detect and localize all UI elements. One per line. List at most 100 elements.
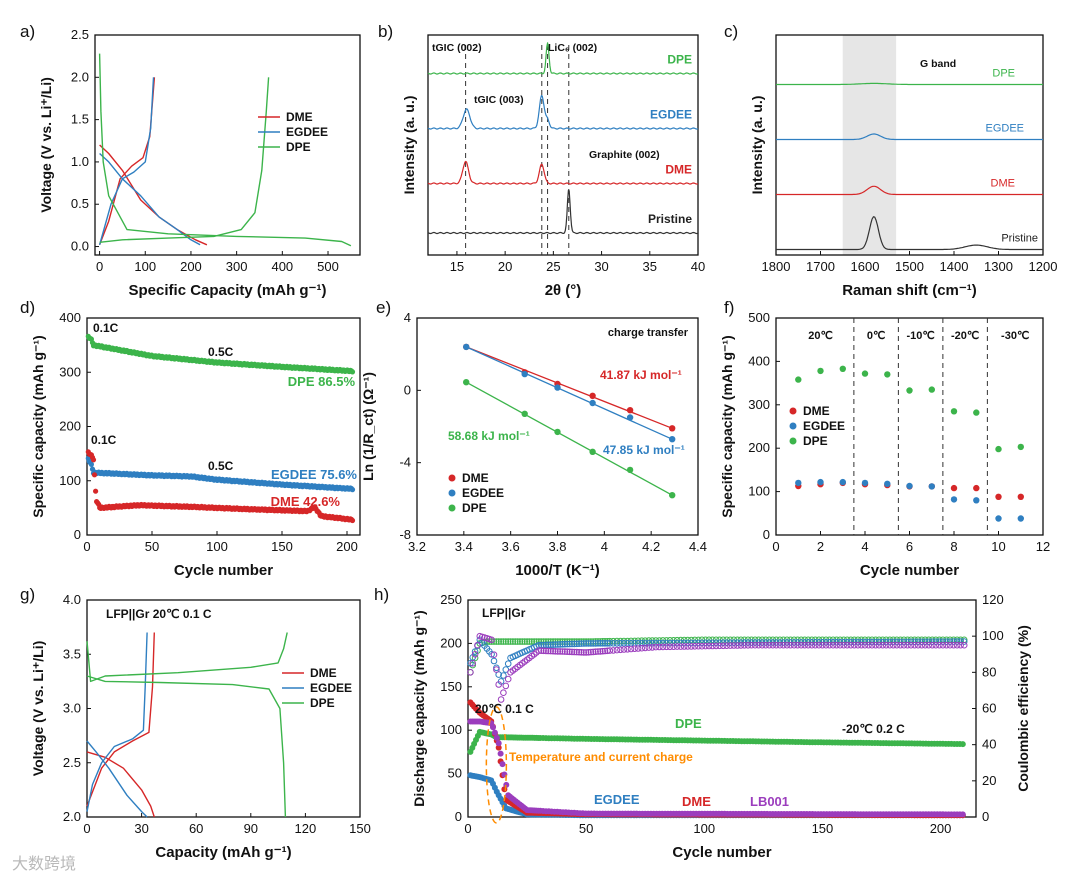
panel-g: 0 30 60 90 120 150 2.0 2.5 3.0 3.5 4.0 Capacity (mA… — [20, 585, 371, 861]
efficiency-point-LB001 — [638, 644, 646, 652]
series-label: EGDEE — [985, 123, 1024, 135]
efficiency-point-LB001 — [730, 642, 738, 649]
voltage-curve-DPE — [86, 632, 288, 683]
x-tick-label: 400 — [271, 259, 293, 274]
efficiency-point-DPE — [521, 638, 529, 645]
panel-a: 0 100 200 300 400 500 0.0 0.5 1.0 1.5 2.0 2.5 Specif… — [20, 22, 361, 299]
efficiency-point-LB001 — [737, 642, 745, 649]
x-tick-label: 500 — [317, 259, 339, 274]
efficiency-point-LB001 — [709, 642, 716, 650]
legend-marker — [448, 504, 456, 512]
x-tick-label: 200 — [180, 259, 202, 274]
efficiency-point-LB001 — [563, 648, 571, 656]
x-tick-label: 3.4 — [455, 539, 473, 554]
rate-annotation: 0.1C — [93, 321, 119, 335]
efficiency-point-DPE — [471, 654, 479, 662]
panel-label: e) — [376, 298, 391, 317]
data-point-EGDEE — [669, 436, 676, 443]
efficiency-point-LB001 — [797, 641, 805, 649]
efficiency-point-EGDEE — [890, 638, 897, 646]
peak-annotation: tGIC (003) — [474, 94, 524, 106]
y-tick-label: 3.0 — [63, 701, 81, 716]
efficiency-point-LB001 — [641, 644, 649, 652]
x-tick-label: 0 — [83, 539, 90, 554]
x-axis-label: 1000/T (K⁻¹) — [515, 562, 600, 579]
efficiency-point-LB001 — [900, 641, 908, 649]
efficiency-point-LB001 — [776, 641, 784, 649]
capacity-point-LB001 — [495, 740, 502, 747]
x-axis-label: 2θ (°) — [545, 282, 582, 299]
efficiency-point-EGDEE — [680, 639, 688, 647]
fit-line-EGDEE — [465, 346, 673, 440]
efficiency-point-LB001 — [932, 641, 940, 649]
efficiency-point-LB001 — [734, 642, 741, 649]
y-tick-label: 2.0 — [63, 809, 81, 824]
x-tick-label: 0 — [772, 539, 779, 554]
y-right-tick-label: 60 — [982, 701, 996, 716]
capacity-point-DPE — [1017, 443, 1024, 451]
efficiency-point-DPE — [514, 638, 521, 645]
voltage-curve-DME — [86, 632, 155, 807]
band-label: G band — [920, 58, 956, 70]
efficiency-point-LB001 — [801, 641, 809, 649]
efficiency-point-EGDEE — [556, 641, 564, 648]
efficiency-point-LB001 — [854, 641, 862, 649]
efficiency-point-DPE — [516, 638, 524, 645]
legend-marker — [789, 407, 797, 415]
efficiency-point-LB001 — [879, 641, 887, 649]
series-label: DME — [682, 794, 711, 809]
efficiency-point-LB001 — [670, 643, 677, 651]
x-tick-label: 6 — [906, 539, 913, 554]
capacity-point-DME — [995, 493, 1002, 500]
plot-frame — [467, 599, 977, 818]
efficiency-point-EGDEE — [943, 638, 950, 646]
xrd-pattern-DPE — [427, 42, 699, 75]
capacity-point-EGDEE — [973, 497, 980, 504]
efficiency-point-DPE — [613, 637, 621, 645]
capacity-point-DPE — [349, 369, 356, 375]
x-axis-label: Capacity (mAh g⁻¹) — [155, 844, 291, 861]
panel-f: 0 2 4 6 8 10 12 0 100 200 300 400 500 Cycle number Spe… — [719, 298, 1050, 579]
efficiency-point-LB001 — [659, 643, 667, 651]
y-tick-label: 100 — [748, 484, 770, 499]
y-tick-label: 4.0 — [63, 592, 81, 607]
x-tick-label: 12 — [1036, 539, 1050, 554]
efficiency-point-LB001 — [471, 651, 479, 658]
efficiency-point-LB001 — [943, 641, 950, 649]
efficiency-point-LB001 — [929, 641, 936, 649]
efficiency-point-EGDEE — [597, 640, 604, 647]
efficiency-point-LB001 — [836, 641, 844, 649]
efficiency-point-LB001 — [882, 641, 890, 649]
efficiency-point-LB001 — [868, 641, 876, 649]
y-tick-label: 400 — [748, 353, 770, 368]
y-tick-label: 100 — [59, 473, 81, 488]
efficiency-point-LB001 — [490, 651, 498, 659]
y-tick-label: 2.5 — [63, 755, 81, 770]
efficiency-point-LB001 — [631, 645, 638, 653]
x-tick-label: 4.2 — [642, 539, 660, 554]
panel-c: 1800 1700 1600 1500 1400 1300 1200 Raman shift … — [724, 22, 1057, 299]
efficiency-point-LB001 — [819, 641, 826, 649]
series-label: DME — [991, 178, 1015, 190]
efficiency-point-LB001 — [847, 641, 855, 649]
capacity-point-LB001 — [959, 811, 966, 818]
panel-label: h) — [374, 585, 389, 604]
x-axis-label: Cycle number — [174, 562, 273, 579]
efficiency-point-LB001 — [594, 648, 602, 655]
efficiency-point-LB001 — [656, 643, 663, 651]
efficiency-point-EGDEE — [500, 672, 507, 679]
y-right-axis-label: Coulombic efficiency (%) — [1015, 625, 1031, 791]
efficiency-point-DPE — [610, 637, 617, 645]
efficiency-point-LB001 — [780, 641, 787, 649]
x-tick-label: 2 — [817, 539, 824, 554]
capacity-point-LB001 — [497, 750, 504, 757]
legend-marker — [448, 489, 456, 497]
efficiency-point-LB001 — [719, 642, 727, 650]
efficiency-point-LB001 — [702, 642, 709, 650]
x-tick-label: 50 — [579, 821, 593, 836]
y-tick-label: 2.0 — [71, 69, 89, 84]
capacity-point-EGDEE — [950, 496, 958, 503]
efficiency-point-LB001 — [542, 647, 550, 655]
efficiency-point-LB001 — [921, 641, 929, 649]
voltage-curve-EGDEE — [86, 740, 148, 818]
